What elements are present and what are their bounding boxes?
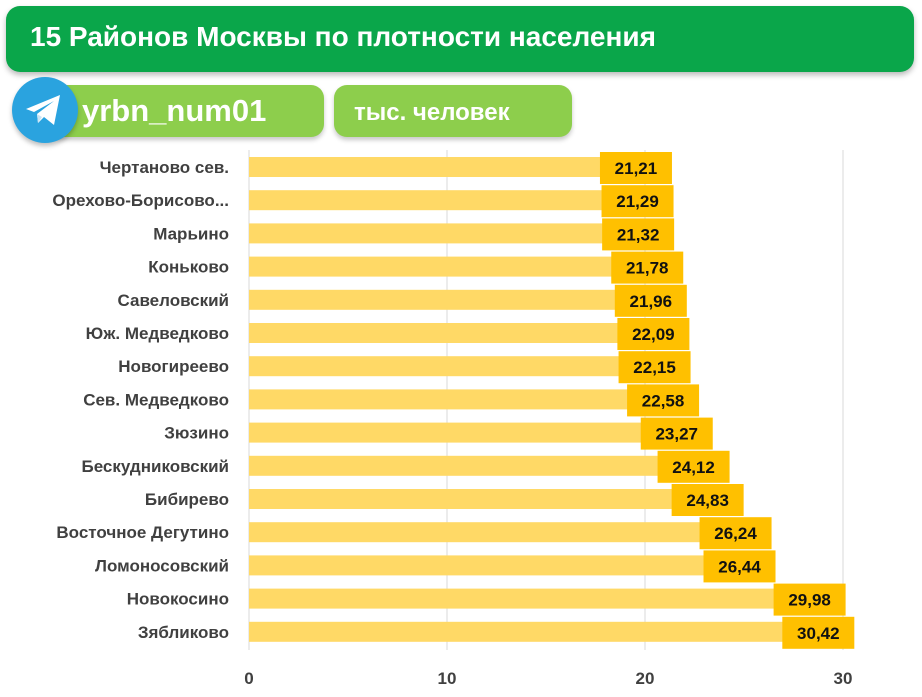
data-label-box — [617, 318, 690, 350]
data-label-box — [703, 550, 776, 583]
category-label: Марьино — [153, 224, 229, 243]
category-label: Зябликово — [138, 623, 229, 642]
category-label: Новокосино — [127, 590, 229, 609]
data-label-box — [640, 417, 713, 450]
category-label: Савеловский — [118, 291, 229, 310]
data-label: 30,42 — [797, 624, 840, 643]
bar — [249, 289, 684, 310]
telegram-icon — [12, 77, 78, 143]
bar — [249, 555, 773, 576]
category-label: Ломоносовский — [95, 556, 229, 575]
category-label: Восточное Дегутино — [56, 523, 229, 542]
data-label: 21,32 — [617, 225, 660, 244]
bar — [249, 588, 843, 609]
data-label-box — [614, 284, 687, 317]
data-label: 22,58 — [642, 391, 685, 410]
x-tick-label: 20 — [636, 669, 655, 688]
data-label-box — [699, 517, 772, 550]
data-label-box — [611, 251, 684, 284]
bar — [249, 455, 727, 476]
chart-title: 15 Районов Москвы по плотности населения — [30, 21, 656, 52]
data-label: 23,27 — [655, 425, 698, 444]
data-label: 26,44 — [718, 557, 761, 576]
data-label: 21,21 — [615, 159, 658, 178]
title-bar: 15 Районов Москвы по плотности населения — [6, 6, 914, 72]
bar — [249, 621, 852, 642]
data-label: 21,96 — [630, 292, 673, 311]
category-label: Бескудниковский — [81, 457, 229, 476]
data-label: 22,09 — [632, 325, 675, 344]
data-label-box — [602, 218, 675, 251]
bar — [249, 157, 669, 177]
category-label: Бибирево — [145, 490, 229, 509]
category-label: Юж. Медведково — [86, 324, 229, 343]
unit-badge: тыс. человек — [334, 85, 572, 137]
data-label-box — [773, 583, 846, 616]
category-label: Коньково — [148, 258, 229, 277]
bar — [249, 422, 710, 443]
bar — [249, 356, 688, 377]
data-label-box — [782, 616, 855, 649]
bar — [249, 389, 697, 410]
category-label: Новогиреево — [118, 357, 229, 376]
bar — [249, 223, 672, 244]
data-label: 21,29 — [616, 192, 659, 211]
category-label: Сев. Медведково — [83, 390, 229, 409]
data-label: 24,83 — [686, 491, 729, 510]
x-tick-label: 10 — [438, 669, 457, 688]
data-label-box — [599, 152, 672, 184]
category-label: Чертаново сев. — [100, 158, 229, 177]
username-badge[interactable]: yrbn_num01 — [48, 85, 324, 137]
unit-text: тыс. человек — [354, 99, 510, 126]
data-label: 24,12 — [672, 458, 715, 477]
bar — [249, 489, 741, 509]
data-label-box — [627, 384, 700, 417]
data-label: 26,24 — [714, 524, 757, 543]
bar — [249, 522, 769, 543]
data-label: 21,78 — [626, 259, 669, 278]
data-label: 29,98 — [788, 591, 831, 610]
data-label-box — [671, 484, 744, 516]
data-label-box — [657, 450, 730, 483]
x-tick-label: 30 — [834, 669, 853, 688]
username-text: yrbn_num01 — [82, 93, 267, 128]
category-label: Орехово-Борисово... — [52, 191, 229, 210]
data-label: 22,15 — [633, 358, 676, 377]
data-label-box — [601, 185, 674, 218]
data-label-box — [618, 351, 691, 384]
x-tick-label: 0 — [244, 669, 253, 688]
bar — [249, 256, 681, 277]
category-label: Зюзино — [164, 424, 229, 443]
bar — [249, 190, 671, 211]
bar — [249, 323, 687, 343]
